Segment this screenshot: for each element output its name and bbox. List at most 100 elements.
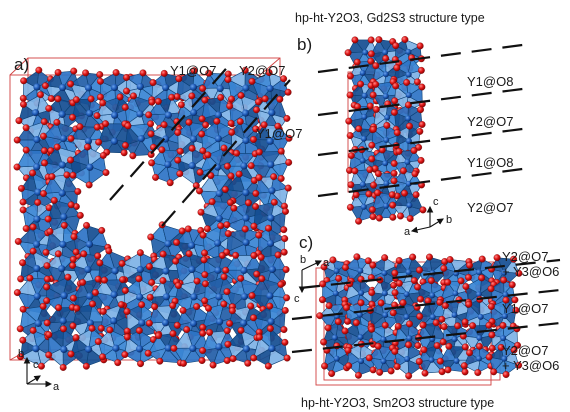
yttrium-atom [268,265,277,274]
dashed-layer-lines-c [291,258,561,354]
oxygen-atom [34,198,42,206]
oxygen-atom [53,118,61,126]
oxygen-atom [99,99,107,107]
coordination-polyhedron [389,189,427,222]
oxygen-atom [224,340,232,348]
yttrium-atom [266,137,274,145]
oxygen-atom [188,92,196,100]
yttrium-atom [359,157,366,164]
yttrium-atom [405,269,412,276]
oxygen-atom [123,87,130,95]
oxygen-atom [368,155,376,163]
oxygen-atom [237,274,245,282]
oxygen-atom [255,333,263,341]
oxygen-atom [160,69,168,77]
oxygen-atom [389,201,397,209]
yttrium-atom [164,160,172,169]
oxygen-atom [82,69,90,77]
yttrium-atom [242,84,250,92]
yttrium-atom [86,292,94,300]
axis-label: b [446,214,452,226]
oxygen-atom [35,66,43,74]
oxygen-atom [123,308,131,315]
oxygen-atom [93,123,101,131]
oxygen-atom [101,276,108,284]
yttrium-atom [214,266,222,274]
oxygen-atom [250,314,257,322]
oxygen-atom [206,328,214,336]
oxygen-atom [465,300,473,308]
yttrium-atom [215,189,223,198]
oxygen-atom [389,309,397,317]
oxygen-atom [69,294,77,302]
yttrium-atom [357,358,364,365]
yttrium-atom [162,293,171,301]
yttrium-atom [267,317,275,326]
oxygen-atom [357,299,365,307]
oxygen-atom [488,331,496,339]
yttrium-atom [476,334,483,341]
oxygen-atom [319,296,326,304]
oxygen-atom [277,280,285,288]
oxygen-atom [199,231,207,239]
oxygen-atom [321,362,328,370]
site-label: Y1@O7 [256,126,302,141]
oxygen-atom [227,119,235,127]
oxygen-atom [324,324,332,332]
yttrium-atom [189,135,198,143]
yttrium-atom [405,115,412,122]
oxygen-atom [370,181,377,189]
oxygen-atom [20,77,28,85]
oxygen-atom [250,136,257,143]
yttrium-atom [216,84,224,93]
oxygen-atom [346,91,354,99]
oxygen-atom [485,353,493,361]
oxygen-atom [121,287,129,294]
yttrium-atom [380,358,387,365]
oxygen-atom [201,297,209,305]
axis-triad-c: b a c [294,254,330,305]
oxygen-atom [439,338,447,346]
oxygen-atom [417,106,424,114]
polyhedra-slab-c [316,253,523,380]
oxygen-atom [418,121,426,128]
yttrium-atom [477,313,484,320]
oxygen-atom [136,249,144,257]
oxygen-atom [237,326,245,334]
oxygen-atom [367,50,375,58]
oxygen-atom [345,362,353,370]
oxygen-atom [15,117,23,125]
oxygen-atom [176,147,184,155]
yttrium-atom [404,355,411,362]
oxygen-atom [335,275,343,282]
oxygen-atom [502,296,510,304]
oxygen-atom [202,121,210,129]
yttrium-atom [189,344,197,353]
oxygen-atom [329,256,337,264]
oxygen-atom [355,371,362,379]
oxygen-atom [389,213,397,221]
oxygen-atom [344,49,352,57]
yttrium-atom [405,71,412,78]
yttrium-atom [215,343,223,351]
oxygen-atom [416,266,423,274]
oxygen-atom [19,305,27,313]
oxygen-atom [102,120,110,128]
yttrium-atom [500,335,507,342]
oxygen-atom [137,360,145,368]
yttrium-atom [475,355,482,362]
oxygen-atom [419,321,427,329]
coordination-polyhedron [487,296,520,333]
yttrium-atom [189,83,198,91]
oxygen-atom [147,130,155,138]
axis-triad-b: c a b [404,196,452,238]
oxygen-atom [440,264,448,272]
site-label: Y1@O7 [170,63,216,78]
oxygen-atom [415,358,423,365]
oxygen-atom [375,214,383,222]
oxygen-atom [118,259,126,267]
coordination-polyhedron [436,342,475,376]
oxygen-atom [426,253,433,261]
oxygen-atom [224,230,232,238]
